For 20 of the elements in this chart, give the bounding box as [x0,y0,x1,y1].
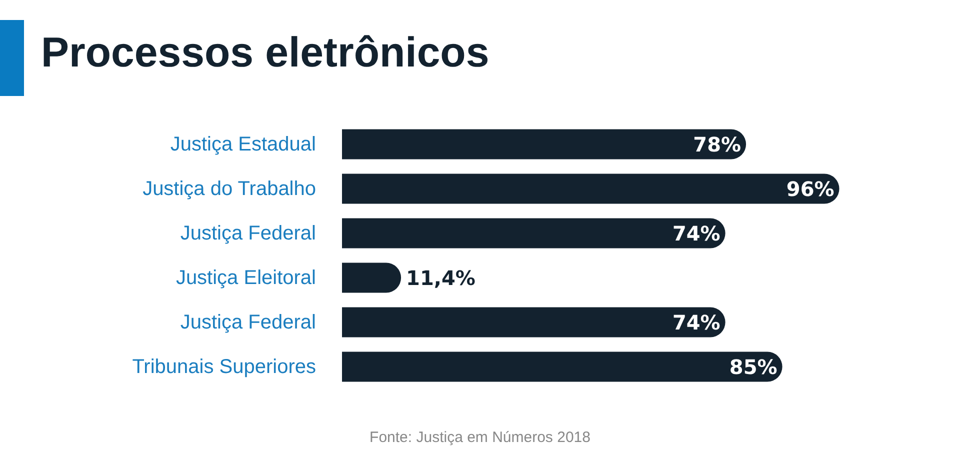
bar [342,129,746,160]
bar [342,352,782,382]
bar [342,307,726,338]
y-tick-label: Tribunais Superiores [132,356,316,378]
y-tick-label: Justiça Estadual [170,133,316,156]
data-label: 85% [729,354,778,379]
bar [342,174,840,204]
source-note: Fonte: Justiça em Números 2018 [370,429,590,446]
y-tick-label: Justiça do Trabalho [142,178,316,200]
data-label: 11,4% [406,266,476,290]
y-tick-label: Justiça Eleitoral [176,266,316,289]
data-label: 96% [786,176,834,201]
bar [342,262,402,293]
y-tick-label: Justiça Federal [180,222,316,244]
chart-title: Processos eletrônicos [41,28,490,76]
data-label: 78% [693,132,742,156]
bar [342,218,726,248]
data-label: 74% [672,221,720,246]
y-tick-label: Justiça Federal [180,311,316,334]
data-label: 74% [672,310,720,334]
